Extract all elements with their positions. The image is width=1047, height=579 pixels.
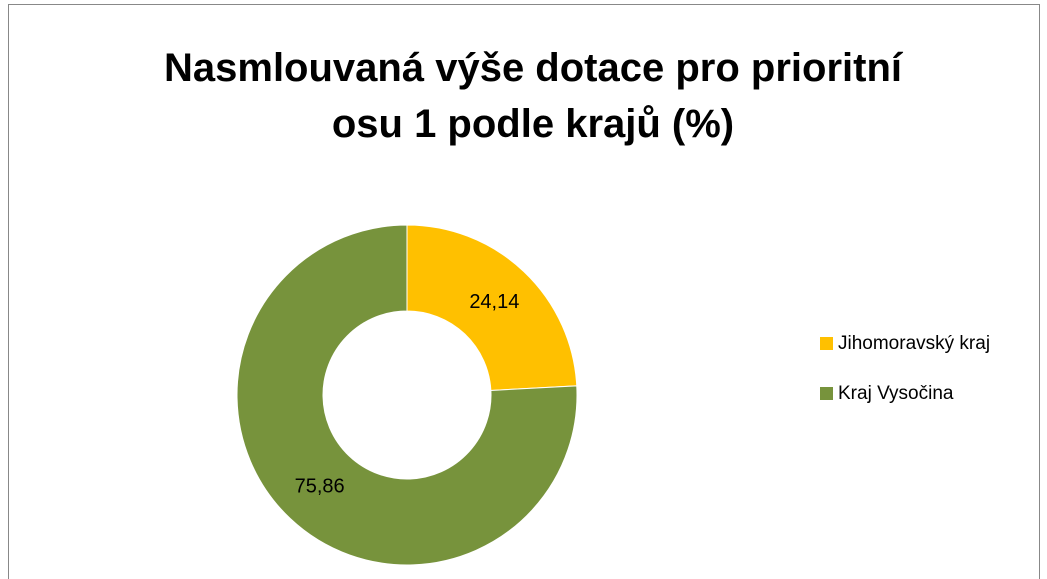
data-label: 75,86 — [295, 475, 345, 497]
donut-slice — [236, 224, 578, 566]
data-label: 24,14 — [469, 291, 519, 313]
legend-swatch — [820, 337, 833, 350]
legend-swatch — [820, 387, 833, 400]
donut-slice — [406, 224, 578, 391]
chart-title: Nasmlouvaná výše dotace pro prioritní os… — [164, 46, 902, 146]
legend-label: Kraj Vysočina — [838, 383, 954, 404]
legend-label: Jihomoravský kraj — [838, 333, 990, 354]
